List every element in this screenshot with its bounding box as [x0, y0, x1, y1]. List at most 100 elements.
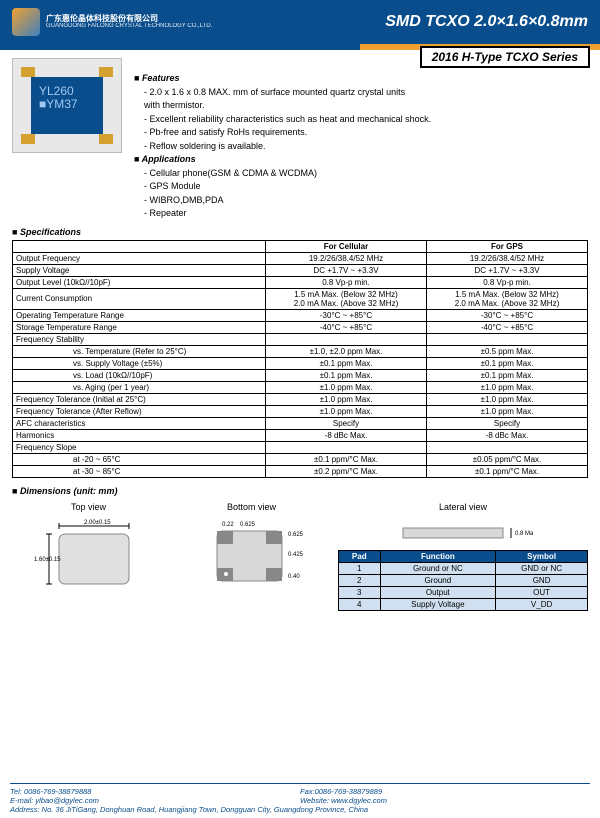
- spec-cell: ±0.1 ppm/°C Max.: [427, 465, 588, 477]
- company-en: GUANGDONG FAILONG CRYSTAL TECHNOLOGY CO.…: [46, 23, 385, 30]
- top-view-svg: 2.00±0.15 1.60±0.15: [34, 516, 144, 591]
- spec-cell: 1.5 mA Max. (Below 32 MHz) 2.0 mA Max. (…: [266, 288, 427, 309]
- app-item: - Cellular phone(GSM & CDMA & WCDMA): [134, 167, 588, 181]
- feature-item: with thermistor.: [134, 99, 588, 113]
- pad-cell: Supply Voltage: [380, 598, 496, 610]
- app-item: - WIBRO,DMB,PDA: [134, 194, 588, 208]
- feature-item: - Reflow soldering is available.: [134, 140, 588, 154]
- footer-addr: Address: No. 36 JiTiGang, Donghuan Road,…: [10, 805, 590, 814]
- pad-cell: GND: [496, 574, 588, 586]
- spec-cell: ±0.1 ppm Max.: [427, 357, 588, 369]
- content: YL260 ■YM37 Features - 2.0 x 1.6 x 0.8 M…: [0, 50, 600, 611]
- feature-item: - Pb-free and satisfy RoHs requirements.: [134, 126, 588, 140]
- spec-cell: 1.5 mA Max. (Below 32 MHz) 2.0 mA Max. (…: [427, 288, 588, 309]
- spec-cell: 0.8 Vp-p min.: [427, 276, 588, 288]
- spec-cell: DC +1.7V ~ +3.3V: [427, 264, 588, 276]
- spec-cell: -8 dBc Max.: [266, 429, 427, 441]
- dimensions-section: Dimensions (unit: mm) Top view 2.00±0.15…: [12, 486, 588, 611]
- chip-line1: YL260: [39, 84, 74, 98]
- app-item: - GPS Module: [134, 180, 588, 194]
- footer-fax: Fax:0086-769-38879889: [300, 787, 590, 796]
- spec-cell: [427, 333, 588, 345]
- spec-cell: DC +1.7V ~ +3.3V: [266, 264, 427, 276]
- spec-cell: [266, 441, 427, 453]
- page-header: 广东惠伦晶体科技股份有限公司 GUANGDONG FAILONG CRYSTAL…: [0, 0, 600, 44]
- spec-cell: ±1.0 ppm Max.: [427, 405, 588, 417]
- spec-cell: Operating Temperature Range: [13, 309, 266, 321]
- spec-h2: For GPS: [427, 240, 588, 252]
- spec-cell: Frequency Slope: [13, 441, 266, 453]
- pad-cell: Output: [380, 586, 496, 598]
- footer: Tel: 0086-769-38879888Fax:0086-769-38879…: [10, 783, 590, 814]
- bottom-view-svg: 0.22 0.625 0.625 0.425 0.40: [192, 516, 312, 591]
- top-block: YL260 ■YM37 Features - 2.0 x 1.6 x 0.8 M…: [12, 58, 588, 221]
- pad-cell: 4: [339, 598, 381, 610]
- spec-cell: Specify: [427, 417, 588, 429]
- pad-cell: 2: [339, 574, 381, 586]
- features-block: Features - 2.0 x 1.6 x 0.8 MAX. mm of su…: [134, 58, 588, 221]
- svg-text:0.22: 0.22: [222, 522, 234, 528]
- features-title: Features: [134, 72, 588, 86]
- chip-line2: ■YM37: [39, 97, 78, 111]
- spec-h1: For Cellular: [266, 240, 427, 252]
- applications-title: Applications: [134, 153, 588, 167]
- footer-web: Website: www.dgylec.com: [300, 796, 590, 805]
- spec-cell: ±0.1 ppm Max.: [427, 369, 588, 381]
- spec-cell: Storage Temperature Range: [13, 321, 266, 333]
- spec-cell: Output Level (10kΩ//10pF): [13, 276, 266, 288]
- spec-cell: -30°C ~ +85°C: [266, 309, 427, 321]
- spec-cell: Supply Voltage: [13, 264, 266, 276]
- spec-cell: vs. Temperature (Refer to 25°C): [13, 345, 266, 357]
- spec-title: Specifications: [12, 227, 588, 237]
- spec-cell: ±0.1 ppm Max.: [266, 357, 427, 369]
- spec-cell: ±0.5 ppm Max.: [427, 345, 588, 357]
- spec-cell: Harmonics: [13, 429, 266, 441]
- spec-cell: [266, 333, 427, 345]
- spec-h0: [13, 240, 266, 252]
- view-top-title: Top view: [12, 502, 165, 512]
- spec-cell: ±0.05 ppm/°C Max.: [427, 453, 588, 465]
- spec-cell: at -30 ~ 85°C: [13, 465, 266, 477]
- logo-icon: [12, 8, 40, 36]
- feature-item: - 2.0 x 1.6 x 0.8 MAX. mm of surface mou…: [134, 86, 588, 100]
- svg-text:0.625: 0.625: [288, 532, 304, 538]
- spec-cell: Frequency Stability: [13, 333, 266, 345]
- spec-cell: Specify: [266, 417, 427, 429]
- spec-cell: ±0.1 ppm/°C Max.: [266, 453, 427, 465]
- pad-cell: GND or NC: [496, 562, 588, 574]
- spec-cell: vs. Aging (per 1 year): [13, 381, 266, 393]
- spec-cell: Frequency Tolerance (After Reflow): [13, 405, 266, 417]
- spec-cell: vs. Load (10kΩ//10pF): [13, 369, 266, 381]
- page-title: SMD TCXO 2.0×1.6×0.8mm: [385, 13, 588, 31]
- svg-text:0.625: 0.625: [240, 522, 256, 528]
- spec-cell: 19.2/26/38.4/52 MHz: [266, 252, 427, 264]
- spec-cell: ±1.0 ppm Max.: [266, 405, 427, 417]
- spec-cell: -8 dBc Max.: [427, 429, 588, 441]
- spec-cell: [427, 441, 588, 453]
- pad-cell: OUT: [496, 586, 588, 598]
- pad-cell: V_DD: [496, 598, 588, 610]
- pad-table: PadFunctionSymbol 1Ground or NCGND or NC…: [338, 550, 588, 611]
- svg-text:1.60±0.15: 1.60±0.15: [34, 557, 61, 563]
- spec-cell: at -20 ~ 65°C: [13, 453, 266, 465]
- spec-cell: 19.2/26/38.4/52 MHz: [427, 252, 588, 264]
- spec-cell: -40°C ~ +85°C: [266, 321, 427, 333]
- spec-cell: Current Consumption: [13, 288, 266, 309]
- lateral-view-svg: 0.8 Max: [393, 516, 533, 546]
- spec-cell: ±1.0 ppm Max.: [266, 381, 427, 393]
- pad-cell: 1: [339, 562, 381, 574]
- series-box: 2016 H-Type TCXO Series: [420, 46, 590, 68]
- spec-cell: ±1.0 ppm Max.: [427, 393, 588, 405]
- svg-text:0.8 Max: 0.8 Max: [515, 531, 533, 537]
- spec-cell: Frequency Tolerance (Initial at 25°C): [13, 393, 266, 405]
- pad-cell: 3: [339, 586, 381, 598]
- spec-cell: Output Frequency: [13, 252, 266, 264]
- spec-cell: ±1.0 ppm Max.: [266, 393, 427, 405]
- spec-cell: -30°C ~ +85°C: [427, 309, 588, 321]
- company-block: 广东惠伦晶体科技股份有限公司 GUANGDONG FAILONG CRYSTAL…: [46, 14, 385, 31]
- dim-title: Dimensions (unit: mm): [12, 486, 588, 496]
- feature-item: - Excellent reliability characteristics …: [134, 113, 588, 127]
- app-item: - Repeater: [134, 207, 588, 221]
- view-bot-title: Bottom view: [175, 502, 328, 512]
- spec-cell: AFC characteristics: [13, 417, 266, 429]
